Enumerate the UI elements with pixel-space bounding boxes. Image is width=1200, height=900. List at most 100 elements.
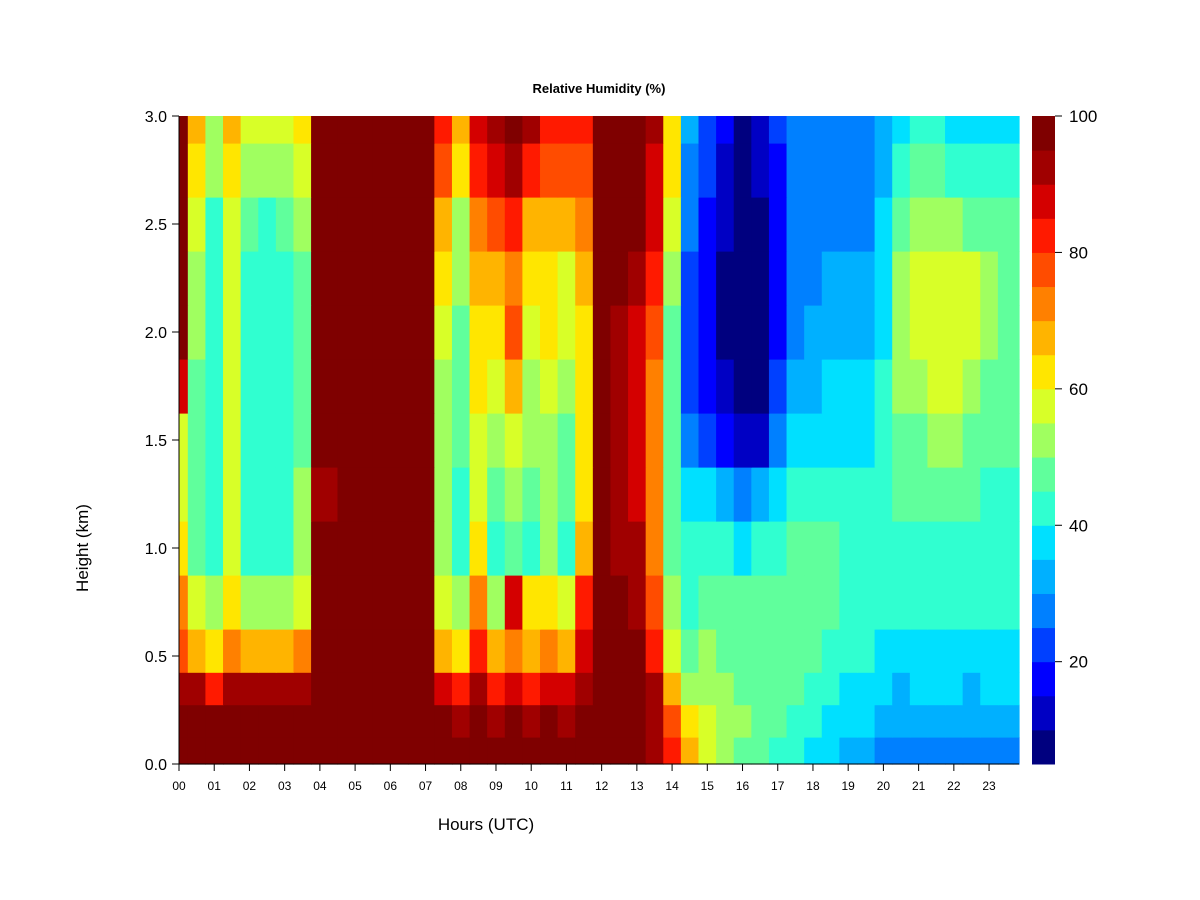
heatmap-cell	[240, 305, 259, 360]
heatmap-cell	[240, 521, 259, 576]
heatmap-cell	[311, 305, 339, 360]
heatmap-cell	[909, 359, 929, 414]
heatmap-cell	[187, 672, 207, 706]
heatmap-cell	[733, 413, 752, 468]
heatmap-cell	[258, 575, 277, 630]
heatmap-cell	[680, 467, 700, 522]
heatmap-cell	[945, 521, 964, 576]
heatmap-cell	[610, 116, 629, 144]
heatmap-cell	[768, 413, 788, 468]
heatmap-cell	[451, 521, 471, 576]
heatmap-cell	[179, 197, 189, 252]
heatmap-cell	[909, 116, 929, 144]
heatmap-cell	[311, 359, 339, 414]
heatmap-cell	[945, 575, 964, 630]
heatmap-cell	[592, 197, 612, 252]
colorbar-swatch	[1032, 729, 1055, 765]
heatmap-cell	[557, 737, 576, 765]
heatmap-cell	[874, 359, 893, 414]
heatmap-cell	[751, 737, 770, 765]
heatmap-cells	[179, 116, 1020, 765]
x-tick-label: 08	[454, 779, 468, 793]
heatmap-cell	[927, 629, 946, 673]
heatmap-cell	[628, 629, 647, 673]
heatmap-cell	[733, 197, 752, 252]
heatmap-cell	[839, 575, 858, 630]
heatmap-cell	[839, 737, 858, 765]
heatmap-cell	[504, 704, 523, 738]
heatmap-cell	[372, 359, 409, 414]
heatmap-cell	[856, 737, 876, 765]
heatmap-cell	[179, 704, 189, 738]
heatmap-cell	[1012, 359, 1020, 414]
heatmap-cell	[522, 575, 541, 630]
heatmap-cell	[856, 704, 876, 738]
heatmap-cell	[223, 467, 242, 522]
heatmap-cell	[540, 629, 559, 673]
heatmap-cell	[962, 359, 981, 414]
heatmap-cell	[469, 467, 488, 522]
y-axis: 0.0 0.5 1.0 1.5 2.0 2.5 3.0	[145, 109, 180, 774]
x-tick-label: 23	[982, 779, 996, 793]
heatmap-cell	[487, 575, 506, 630]
heatmap-cell	[927, 251, 946, 306]
heatmap-cell	[540, 143, 559, 198]
heatmap-cell	[892, 197, 911, 252]
colorbar-swatch	[1032, 354, 1055, 390]
heatmap-cell	[927, 704, 946, 738]
heatmap-cell	[962, 672, 981, 706]
heatmap-cell	[451, 359, 471, 414]
heatmap-cell	[557, 575, 576, 630]
heatmap-cell	[540, 672, 559, 706]
heatmap-cell	[575, 413, 594, 468]
heatmap-cell	[839, 629, 858, 673]
heatmap-cell	[751, 704, 770, 738]
colorbar-tick-label: 60	[1069, 380, 1088, 399]
y-tick-label: 3.0	[145, 109, 167, 126]
heatmap-cell	[451, 305, 471, 360]
heatmap-cell	[645, 116, 664, 144]
heatmap-cell	[337, 251, 374, 306]
heatmap-cell	[680, 575, 700, 630]
heatmap-cell	[874, 467, 893, 522]
heatmap-cell	[469, 413, 488, 468]
heatmap-cell	[337, 359, 374, 414]
heatmap-cell	[179, 575, 189, 630]
heatmap-cell	[997, 116, 1014, 144]
heatmap-cell	[592, 629, 612, 673]
heatmap-cell	[223, 359, 242, 414]
heatmap-cell	[557, 629, 576, 673]
heatmap-cell	[434, 413, 453, 468]
heatmap-cell	[980, 359, 999, 414]
heatmap-cell	[407, 251, 435, 306]
heatmap-cell	[663, 143, 682, 198]
heatmap-cell	[504, 116, 523, 144]
heatmap-cell	[768, 116, 788, 144]
heatmap-cell	[293, 629, 312, 673]
heatmap-cell	[187, 143, 207, 198]
heatmap-cell	[997, 629, 1014, 673]
heatmap-cell	[663, 359, 682, 414]
heatmap-cell	[645, 143, 664, 198]
heatmap-cell	[980, 737, 999, 765]
heatmap-cell	[187, 575, 207, 630]
heatmap-cell	[610, 143, 629, 198]
heatmap-cell	[663, 116, 682, 144]
heatmap-cell	[997, 197, 1014, 252]
heatmap-cell	[311, 704, 339, 738]
heatmap-cell	[962, 629, 981, 673]
heatmap-cell	[451, 737, 471, 765]
heatmap-cell	[927, 521, 946, 576]
heatmap-cell	[980, 413, 999, 468]
heatmap-cell	[892, 672, 911, 706]
heatmap-cell	[980, 575, 999, 630]
heatmap-cell	[997, 521, 1014, 576]
heatmap-cell	[487, 251, 506, 306]
heatmap-cell	[205, 305, 224, 360]
heatmap-cell	[1012, 251, 1020, 306]
heatmap-cell	[856, 575, 876, 630]
heatmap-cell	[293, 521, 312, 576]
heatmap-cell	[768, 629, 788, 673]
heatmap-cell	[909, 413, 929, 468]
heatmap-cell	[909, 704, 929, 738]
